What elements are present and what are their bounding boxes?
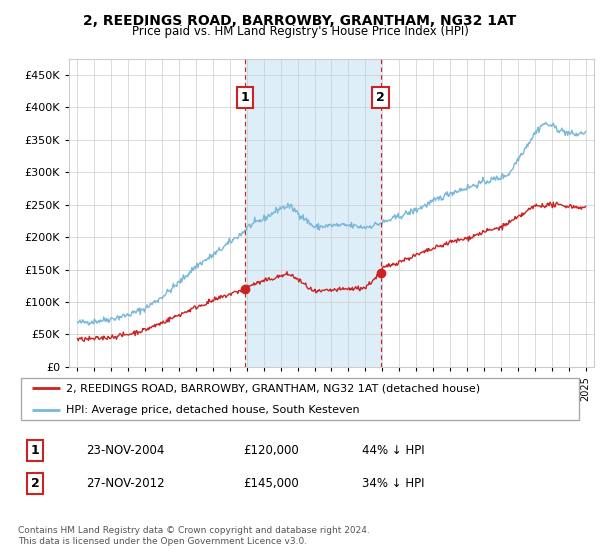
Text: 2: 2 [31,477,39,490]
Text: 34% ↓ HPI: 34% ↓ HPI [362,477,425,490]
Text: 2: 2 [376,91,385,104]
Text: 27-NOV-2012: 27-NOV-2012 [86,477,164,490]
Text: £120,000: £120,000 [244,444,299,457]
Text: 44% ↓ HPI: 44% ↓ HPI [362,444,425,457]
Bar [245,59,380,367]
Text: 23-NOV-2004: 23-NOV-2004 [86,444,164,457]
Text: 1: 1 [31,444,39,457]
Text: 1: 1 [241,91,250,104]
Text: Contains HM Land Registry data © Crown copyright and database right 2024.
This d: Contains HM Land Registry data © Crown c… [18,526,370,546]
Text: 2, REEDINGS ROAD, BARROWBY, GRANTHAM, NG32 1AT: 2, REEDINGS ROAD, BARROWBY, GRANTHAM, NG… [83,14,517,28]
Text: HPI: Average price, detached house, South Kesteven: HPI: Average price, detached house, Sout… [66,405,359,415]
Text: 2, REEDINGS ROAD, BARROWBY, GRANTHAM, NG32 1AT (detached house): 2, REEDINGS ROAD, BARROWBY, GRANTHAM, NG… [66,383,480,393]
Text: £145,000: £145,000 [244,477,299,490]
Text: Price paid vs. HM Land Registry's House Price Index (HPI): Price paid vs. HM Land Registry's House … [131,25,469,38]
FancyBboxPatch shape [21,377,579,421]
